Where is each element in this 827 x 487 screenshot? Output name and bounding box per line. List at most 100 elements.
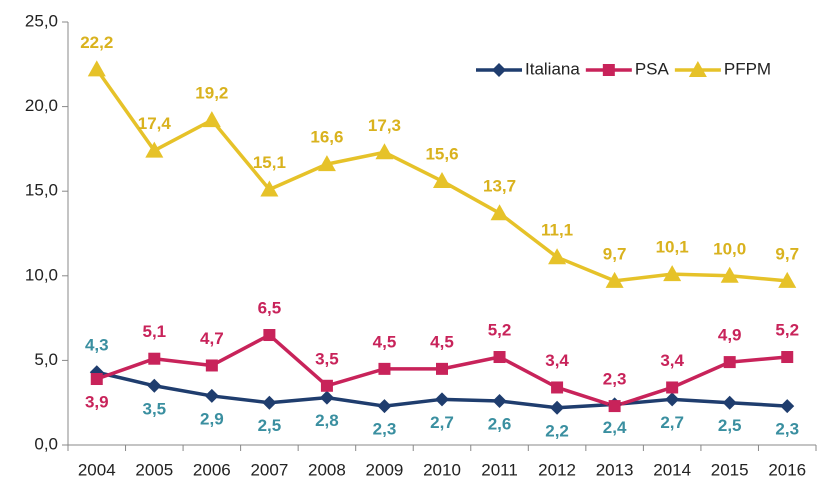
data-label: 3,5 — [315, 349, 339, 368]
marker — [781, 351, 794, 364]
marker — [433, 172, 451, 189]
marker — [317, 155, 336, 172]
marker — [492, 394, 507, 409]
legend-label: Italiana — [525, 59, 580, 78]
data-label: 17,3 — [368, 116, 401, 135]
marker — [90, 373, 103, 386]
marker — [666, 381, 679, 394]
data-label: 2,2 — [545, 421, 569, 440]
data-label: 3,4 — [660, 351, 684, 370]
data-label: 9,7 — [603, 244, 627, 263]
data-label: 4,3 — [85, 336, 109, 355]
data-label: 4,7 — [200, 329, 224, 348]
data-label: 2,3 — [775, 420, 799, 439]
y-tick-label: 10,0 — [25, 265, 58, 284]
marker — [319, 390, 334, 405]
marker — [550, 400, 565, 415]
data-label: 13,7 — [483, 177, 516, 196]
marker — [608, 400, 621, 413]
marker — [202, 111, 221, 128]
data-label: 16,6 — [310, 128, 343, 147]
data-label: 15,1 — [253, 153, 286, 172]
x-tick-label: 2010 — [423, 460, 461, 479]
x-tick-label: 2012 — [538, 460, 576, 479]
y-tick-label: 5,0 — [34, 350, 58, 369]
x-tick-label: 2016 — [768, 460, 806, 479]
marker — [377, 399, 392, 414]
y-tick-label: 20,0 — [25, 96, 58, 115]
marker — [605, 271, 624, 288]
marker — [205, 359, 218, 372]
y-tick-label: 15,0 — [25, 181, 58, 200]
data-label: 15,6 — [425, 145, 458, 164]
marker — [493, 351, 506, 364]
x-tick-label: 2005 — [135, 460, 173, 479]
marker — [145, 141, 164, 158]
data-label: 2,7 — [660, 413, 684, 432]
marker — [720, 266, 739, 283]
marker — [551, 381, 564, 394]
data-label: 2,5 — [718, 416, 742, 435]
marker — [490, 204, 509, 221]
data-label: 5,2 — [775, 321, 799, 340]
marker — [375, 143, 394, 160]
x-tick-label: 2011 — [481, 460, 518, 479]
x-tick-label: 2008 — [308, 460, 346, 479]
marker — [87, 60, 106, 77]
data-label: 2,3 — [603, 370, 627, 389]
data-label: 2,3 — [373, 420, 397, 439]
y-tick-label: 25,0 — [25, 11, 58, 30]
data-label: 6,5 — [258, 299, 282, 318]
marker — [148, 352, 161, 365]
marker — [780, 399, 795, 414]
marker — [436, 362, 448, 375]
legend-label: PFPM — [724, 59, 771, 78]
legend-label: PSA — [635, 59, 670, 78]
data-label: 3,4 — [545, 351, 569, 370]
data-label: 3,5 — [142, 399, 166, 418]
data-label: 10,1 — [656, 238, 689, 257]
data-label: 11,1 — [541, 221, 573, 240]
marker — [263, 329, 276, 342]
marker — [320, 379, 333, 392]
marker — [260, 180, 279, 197]
x-tick-label: 2009 — [366, 460, 404, 479]
data-label: 4,5 — [430, 332, 454, 351]
data-label: 5,1 — [142, 322, 166, 341]
marker — [688, 61, 707, 77]
marker — [147, 378, 162, 393]
marker — [663, 265, 682, 282]
marker — [378, 362, 391, 375]
data-label: 4,9 — [718, 326, 742, 345]
marker — [602, 64, 615, 76]
marker — [548, 248, 567, 265]
data-label: 19,2 — [195, 84, 228, 103]
marker — [204, 388, 219, 403]
data-label: 3,9 — [85, 392, 109, 411]
data-label: 2,6 — [488, 414, 512, 433]
data-label: 17,4 — [138, 114, 172, 133]
data-label: 9,7 — [775, 244, 799, 263]
marker — [723, 356, 736, 369]
x-tick-label: 2015 — [711, 460, 749, 479]
data-label: 22,2 — [80, 33, 113, 52]
x-tick-label: 2014 — [653, 460, 691, 479]
x-tick-label: 2004 — [78, 460, 116, 479]
data-label: 2,8 — [315, 411, 339, 430]
data-label: 2,9 — [200, 409, 224, 428]
data-label: 2,4 — [603, 418, 627, 437]
data-label: 2,7 — [430, 413, 454, 432]
x-tick-label: 2007 — [250, 460, 288, 479]
data-label: 2,5 — [258, 416, 282, 435]
marker — [262, 395, 277, 410]
marker — [435, 392, 449, 407]
data-label: 10,0 — [713, 239, 746, 258]
x-tick-label: 2013 — [596, 460, 634, 479]
marker — [492, 63, 506, 77]
x-tick-label: 2006 — [193, 460, 231, 479]
data-label: 4,5 — [373, 332, 397, 351]
marker — [665, 392, 680, 407]
y-tick-label: 0,0 — [34, 434, 58, 453]
marker — [722, 395, 737, 410]
